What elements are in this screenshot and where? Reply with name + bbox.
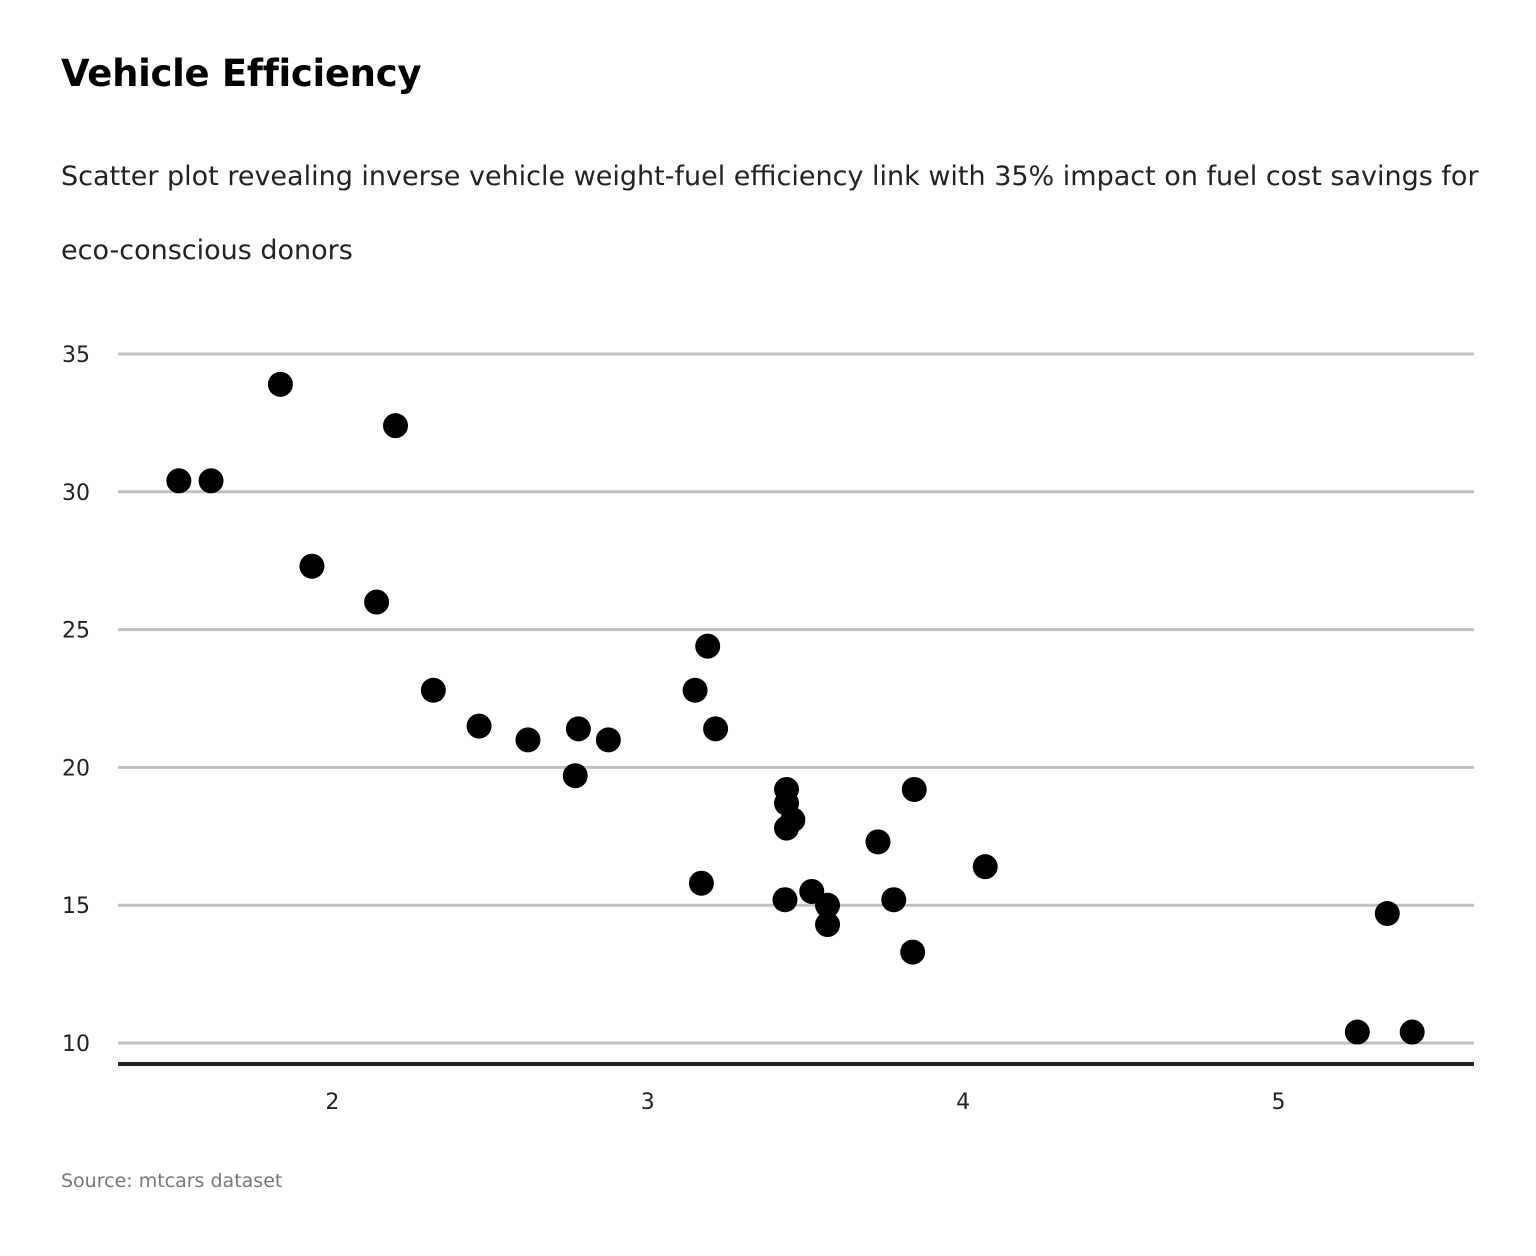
x-tick-label: 3 (641, 1090, 655, 1115)
data-point (774, 776, 800, 802)
chart-title: Vehicle Efficiency (61, 52, 422, 95)
data-point (1374, 901, 1400, 927)
data-point (772, 887, 798, 913)
data-point (466, 713, 492, 739)
data-point (267, 371, 293, 397)
gridlines (118, 352, 1474, 1045)
x-tick-label: 5 (1271, 1090, 1285, 1115)
data-point (865, 829, 891, 855)
y-tick-label: 10 (62, 1032, 90, 1057)
data-point (815, 892, 841, 918)
data-point (1399, 1019, 1425, 1045)
data-point (682, 677, 708, 703)
data-point (695, 633, 721, 659)
data-point (364, 589, 390, 615)
data-point (688, 870, 714, 896)
data-point (774, 815, 800, 841)
data-point (900, 939, 926, 965)
data-point (881, 887, 907, 913)
y-tick-label: 30 (62, 481, 90, 506)
data-point (595, 727, 621, 753)
data-point (383, 413, 409, 439)
data-points (166, 371, 1425, 1045)
data-point (166, 468, 192, 494)
data-point (299, 553, 325, 579)
x-axis-ticks: 2 3 4 5 (325, 1090, 1285, 1115)
y-tick-label: 35 (62, 343, 90, 368)
y-tick-label: 20 (62, 756, 90, 781)
data-point (972, 854, 998, 880)
data-point (198, 468, 224, 494)
data-point (420, 677, 446, 703)
data-point (562, 763, 588, 789)
source-note: Source: mtcars dataset (61, 1170, 283, 1192)
chart-subtitle: Scatter plot revealing inverse vehicle w… (61, 161, 1479, 266)
x-tick-label: 4 (956, 1090, 970, 1115)
data-point (703, 716, 729, 742)
y-tick-label: 15 (62, 894, 90, 919)
data-point (515, 727, 541, 753)
data-point (901, 776, 927, 802)
data-point (815, 912, 841, 938)
x-tick-label: 2 (325, 1090, 339, 1115)
data-point (565, 716, 591, 742)
y-axis-ticks: 10 15 20 25 30 35 (62, 343, 90, 1057)
y-tick-label: 25 (62, 619, 90, 644)
data-point (1344, 1019, 1370, 1045)
